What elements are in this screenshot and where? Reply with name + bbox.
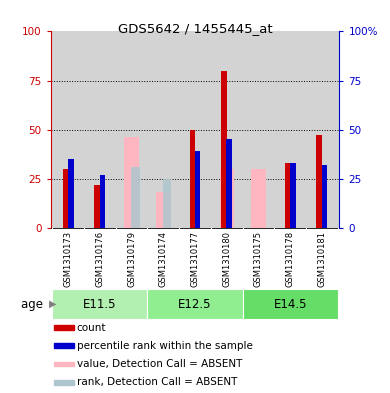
Bar (220, 169, 234, 228)
Bar (227, 140, 232, 228)
Text: E14.5: E14.5 (273, 298, 307, 310)
Text: GSM1310178: GSM1310178 (285, 231, 294, 287)
Bar (190, 130, 195, 228)
Text: GSM1310181: GSM1310181 (317, 231, 326, 287)
Bar (53, 325, 74, 330)
Bar (124, 138, 139, 228)
Text: value, Detection Call = ABSENT: value, Detection Call = ABSENT (77, 359, 242, 369)
Bar (131, 167, 140, 228)
Bar (53, 362, 74, 366)
Bar (285, 163, 291, 228)
Text: count: count (77, 323, 106, 332)
Text: rank, Detection Call = ABSENT: rank, Detection Call = ABSENT (77, 377, 237, 387)
Bar (221, 71, 227, 228)
Bar (195, 151, 200, 228)
Text: GSM1310174: GSM1310174 (159, 231, 168, 287)
Bar (52, 289, 147, 319)
Text: GSM1310175: GSM1310175 (254, 231, 263, 287)
Text: age: age (21, 298, 47, 310)
Text: GSM1310179: GSM1310179 (127, 231, 136, 287)
Bar (156, 192, 170, 228)
Text: GDS5642 / 1455445_at: GDS5642 / 1455445_at (118, 22, 272, 35)
Text: ▶: ▶ (49, 299, 56, 309)
Text: GSM1310173: GSM1310173 (64, 231, 73, 287)
Bar (321, 165, 327, 228)
Bar (147, 289, 243, 319)
Bar (53, 343, 74, 348)
Bar (243, 289, 338, 319)
Bar (290, 163, 296, 228)
Bar (316, 136, 322, 228)
Bar (68, 159, 74, 228)
Bar (63, 169, 69, 228)
Text: E12.5: E12.5 (178, 298, 212, 310)
Bar (53, 380, 74, 384)
Text: GSM1310180: GSM1310180 (222, 231, 231, 287)
Text: GSM1310177: GSM1310177 (190, 231, 200, 287)
Bar (94, 185, 100, 228)
Bar (251, 169, 266, 228)
Text: percentile rank within the sample: percentile rank within the sample (77, 341, 253, 351)
Text: GSM1310176: GSM1310176 (96, 231, 105, 287)
Bar (99, 175, 105, 228)
Bar (163, 179, 171, 228)
Text: E11.5: E11.5 (83, 298, 117, 310)
